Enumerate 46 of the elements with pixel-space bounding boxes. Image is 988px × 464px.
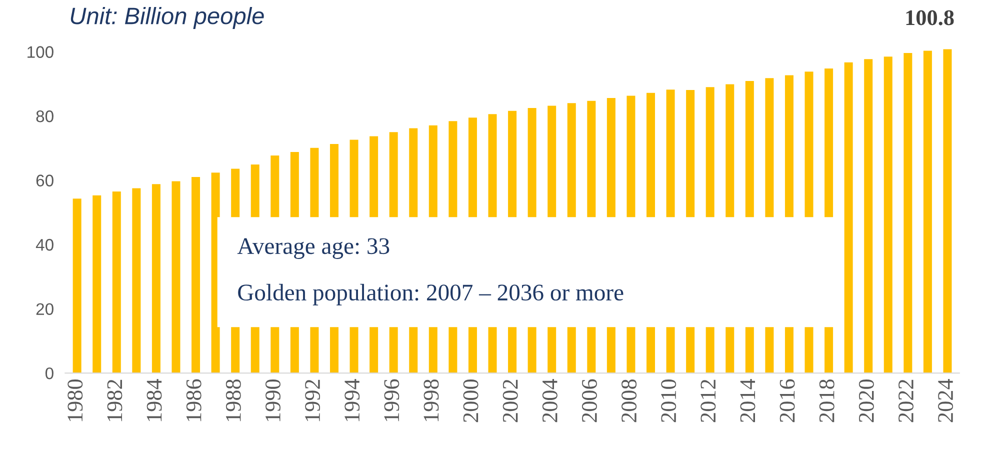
x-tick-label: 2012: [700, 380, 716, 422]
x-tick-label: 2022: [898, 380, 914, 422]
chart-subtitle: Unit: Billion people: [70, 6, 264, 29]
bar: [72, 198, 82, 374]
x-tick-label: 1982: [107, 380, 122, 422]
x-tick-label: 1994: [344, 378, 360, 422]
y-tick-label: 60: [36, 174, 54, 186]
bar: [923, 50, 932, 374]
bar: [864, 59, 873, 374]
bar: [152, 184, 160, 374]
x-tick-label: 1986: [186, 379, 202, 422]
y-tick-label: 80: [36, 110, 54, 122]
x-tick-label: 2016: [780, 379, 795, 422]
x-tick-label: 2002: [502, 380, 518, 422]
bar: [172, 181, 180, 374]
x-tick-label: 2006: [582, 379, 597, 422]
x-tick-label: 2000: [463, 379, 478, 422]
x-tick-label: 2008: [622, 379, 637, 422]
bar: [943, 49, 952, 374]
bar: [844, 62, 853, 374]
x-tick-label: 1996: [384, 379, 400, 422]
annotation: Average age: 33: [237, 238, 390, 259]
x-tick-label: 1992: [305, 380, 320, 422]
x-tick-label: 2004: [542, 378, 558, 422]
y-tick-label: 20: [36, 303, 54, 315]
x-tick-label: 2020: [858, 379, 874, 422]
x-tick-label: 1980: [68, 379, 83, 422]
bar: [884, 56, 892, 374]
x-tick-label: 2018: [819, 379, 834, 422]
x-tick-label: 1998: [424, 379, 439, 422]
y-tick-label: 40: [36, 238, 54, 251]
bar: [92, 195, 102, 374]
data-label: 100.8: [906, 10, 954, 26]
x-tick-label: 1990: [265, 379, 280, 422]
x-tick-label: 2024: [938, 378, 954, 422]
x-tick-label: 2010: [661, 379, 676, 422]
y-tick-label: 100: [28, 46, 54, 58]
bar: [904, 53, 912, 374]
y-tick-label: 0: [45, 367, 54, 380]
bar: [192, 177, 200, 374]
bar: [132, 188, 141, 374]
x-tick-label: 1988: [226, 379, 241, 422]
x-tick-label: 1984: [146, 378, 162, 422]
x-tick-label: 2014: [740, 378, 756, 422]
annotation: Golden population: 2007 – 2036 or more: [238, 284, 624, 306]
bar: [112, 192, 121, 374]
